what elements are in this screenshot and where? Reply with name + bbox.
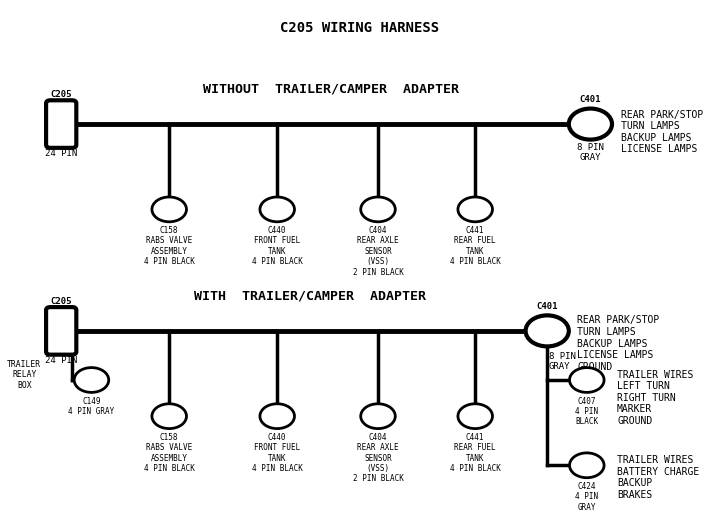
Circle shape (458, 197, 492, 222)
FancyBboxPatch shape (46, 100, 76, 148)
Circle shape (458, 404, 492, 429)
Text: C401: C401 (536, 302, 558, 311)
Text: C205 WIRING HARNESS: C205 WIRING HARNESS (280, 21, 440, 35)
Circle shape (152, 404, 186, 429)
Circle shape (570, 453, 604, 478)
Circle shape (526, 315, 569, 346)
Circle shape (361, 197, 395, 222)
Text: C424
4 PIN
GRAY: C424 4 PIN GRAY (575, 482, 598, 512)
Text: C401: C401 (580, 96, 601, 104)
Circle shape (152, 197, 186, 222)
Text: TRAILER
RELAY
BOX: TRAILER RELAY BOX (7, 360, 41, 390)
FancyBboxPatch shape (46, 307, 76, 355)
Text: 8 PIN
GRAY: 8 PIN GRAY (549, 352, 575, 371)
Text: WITH  TRAILER/CAMPER  ADAPTER: WITH TRAILER/CAMPER ADAPTER (194, 290, 426, 302)
Text: REAR PARK/STOP
TURN LAMPS
BACKUP LAMPS
LICENSE LAMPS: REAR PARK/STOP TURN LAMPS BACKUP LAMPS L… (621, 110, 703, 155)
Text: C404
REAR AXLE
SENSOR
(VSS)
2 PIN BLACK: C404 REAR AXLE SENSOR (VSS) 2 PIN BLACK (353, 226, 403, 277)
Circle shape (260, 197, 294, 222)
Text: REAR PARK/STOP
TURN LAMPS
BACKUP LAMPS
LICENSE LAMPS
GROUND: REAR PARK/STOP TURN LAMPS BACKUP LAMPS L… (577, 315, 660, 372)
Text: C440
FRONT FUEL
TANK
4 PIN BLACK: C440 FRONT FUEL TANK 4 PIN BLACK (252, 226, 302, 266)
Text: 24 PIN: 24 PIN (45, 149, 77, 158)
Text: C441
REAR FUEL
TANK
4 PIN BLACK: C441 REAR FUEL TANK 4 PIN BLACK (450, 226, 500, 266)
Text: C441
REAR FUEL
TANK
4 PIN BLACK: C441 REAR FUEL TANK 4 PIN BLACK (450, 433, 500, 473)
Circle shape (570, 368, 604, 392)
Text: C158
RABS VALVE
ASSEMBLY
4 PIN BLACK: C158 RABS VALVE ASSEMBLY 4 PIN BLACK (144, 433, 194, 473)
Text: C407
4 PIN
BLACK: C407 4 PIN BLACK (575, 397, 598, 427)
Text: C158
RABS VALVE
ASSEMBLY
4 PIN BLACK: C158 RABS VALVE ASSEMBLY 4 PIN BLACK (144, 226, 194, 266)
Circle shape (569, 109, 612, 140)
Text: C404
REAR AXLE
SENSOR
(VSS)
2 PIN BLACK: C404 REAR AXLE SENSOR (VSS) 2 PIN BLACK (353, 433, 403, 483)
Circle shape (74, 368, 109, 392)
Circle shape (260, 404, 294, 429)
Text: C149
4 PIN GRAY: C149 4 PIN GRAY (68, 397, 114, 416)
Circle shape (361, 404, 395, 429)
Text: 8 PIN
GRAY: 8 PIN GRAY (577, 143, 604, 162)
Text: TRAILER WIRES
BATTERY CHARGE
BACKUP
BRAKES: TRAILER WIRES BATTERY CHARGE BACKUP BRAK… (617, 455, 699, 500)
Text: 24 PIN: 24 PIN (45, 356, 77, 364)
Text: WITHOUT  TRAILER/CAMPER  ADAPTER: WITHOUT TRAILER/CAMPER ADAPTER (203, 83, 459, 96)
Text: C205: C205 (50, 90, 72, 99)
Text: C205: C205 (50, 297, 72, 306)
Text: C440
FRONT FUEL
TANK
4 PIN BLACK: C440 FRONT FUEL TANK 4 PIN BLACK (252, 433, 302, 473)
Text: TRAILER WIRES
LEFT TURN
RIGHT TURN
MARKER
GROUND: TRAILER WIRES LEFT TURN RIGHT TURN MARKE… (617, 370, 693, 426)
